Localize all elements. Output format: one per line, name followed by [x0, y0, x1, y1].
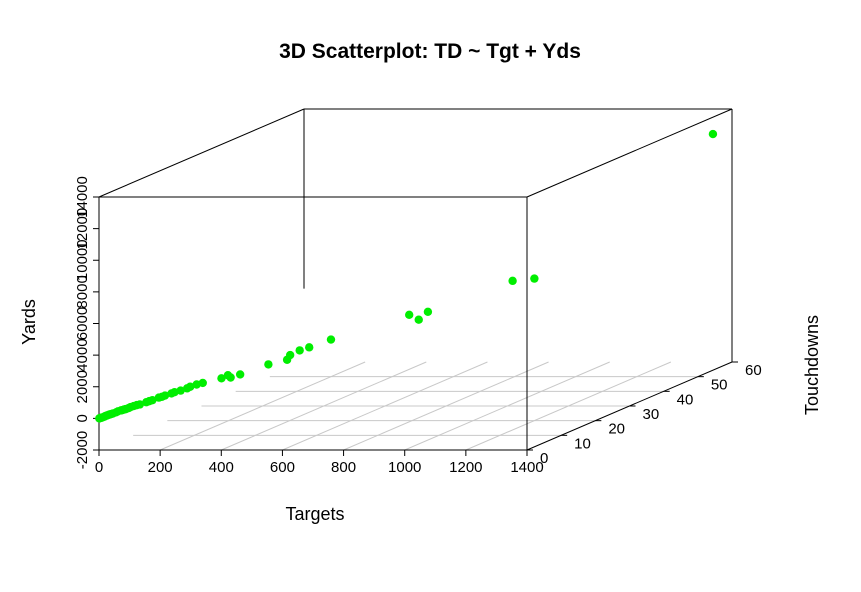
data-points: [95, 129, 718, 423]
x-tick-label: 0: [95, 459, 103, 476]
data-point: [264, 360, 273, 369]
z-axis-label: Touchdowns: [802, 315, 822, 415]
data-point: [295, 346, 304, 355]
z-axis-ticks: 0 10 20 30 40 50 60: [527, 361, 762, 467]
data-point: [226, 373, 235, 382]
data-point: [414, 315, 423, 324]
data-point: [508, 276, 517, 286]
x-tick-label: 600: [270, 459, 295, 476]
x-tick-label: 200: [148, 459, 173, 476]
data-point: [176, 386, 185, 395]
z-tick-label: 10: [574, 435, 591, 452]
data-point: [235, 370, 245, 379]
x-tick-label: 400: [209, 459, 234, 476]
y-tick-label: 8000: [74, 275, 91, 308]
y-axis-label: Yards: [19, 299, 39, 345]
x-tick-label: 1000: [388, 459, 421, 476]
y-tick-label: 6000: [74, 307, 91, 340]
y-tick-label: -2000: [74, 431, 91, 469]
x-tick-label: 1400: [510, 459, 543, 476]
data-point: [217, 374, 226, 383]
data-point: [198, 378, 207, 388]
y-tick-label: 14000: [74, 176, 91, 218]
z-tick-label: 0: [540, 450, 548, 467]
x-axis-ticks: 0 200 400 600 800 1000 1200 1400: [95, 450, 544, 476]
box-edge: [526, 108, 733, 198]
data-point: [405, 310, 414, 320]
z-tick-label: 20: [608, 421, 625, 438]
z-tick-label: 60: [745, 362, 762, 379]
y-tick-label: 4000: [74, 338, 91, 371]
x-axis-label: Targets: [285, 504, 344, 524]
z-tick-label: 40: [677, 391, 694, 408]
y-tick-label: 12000: [74, 208, 91, 250]
x-tick-label: 800: [331, 459, 356, 476]
data-point: [326, 335, 336, 344]
data-point: [530, 274, 539, 283]
data-point: [185, 382, 195, 391]
x-tick-label: 1200: [449, 459, 482, 476]
y-tick-label: 10000: [74, 239, 91, 281]
z-tick-label: 50: [711, 377, 728, 394]
data-point: [708, 129, 718, 139]
data-point: [305, 343, 314, 352]
y-tick-label: 2000: [74, 370, 91, 403]
y-tick-label: 0: [74, 414, 91, 422]
box-edge: [98, 108, 305, 198]
data-point: [148, 395, 157, 405]
data-point: [160, 391, 170, 400]
data-point: [285, 350, 295, 360]
floor-grid: [133, 361, 698, 451]
z-tick-label: 30: [643, 406, 660, 423]
data-point: [423, 307, 433, 316]
data-point: [135, 400, 145, 409]
chart-title: 3D Scatterplot: TD ~ Tgt + Yds: [279, 40, 581, 63]
bounding-box: [98, 108, 733, 451]
